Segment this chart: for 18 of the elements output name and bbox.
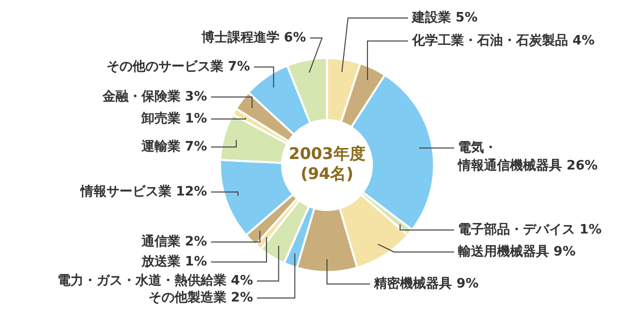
slice-label: 電力・ガス・水道・熱供給業 4%	[57, 272, 253, 288]
slice-label: 通信業 2%	[140, 233, 207, 250]
slice-label: 電子部品・デバイス 1%	[458, 221, 602, 238]
slice-label: 化学工業・石油・石炭製品 4%	[411, 33, 595, 48]
slice-label: 建設業 5%	[411, 9, 478, 26]
slice-label: その他製造業 2%	[148, 290, 253, 306]
slice-label: 金融・保険業 3%	[101, 89, 207, 104]
slice-label: 精密機械器具 9%	[373, 275, 479, 292]
slice-label: 輸送用機械器具 9%	[457, 244, 576, 260]
slice-label: 卸売業 1%	[140, 111, 207, 126]
slice-label: 情報サービス業 12%	[79, 184, 207, 200]
slice-label: 博士課程進学 6%	[200, 29, 306, 46]
slice-label: 電気・情報通信機械器具 26%	[457, 140, 598, 174]
text: (94名)	[300, 164, 354, 184]
slice-label: その他のサービス業 7%	[106, 59, 250, 74]
slice-label: 運輸業 7%	[140, 139, 207, 154]
slice-label: 放送業 1%	[140, 254, 207, 270]
text: 2003年度	[288, 144, 366, 164]
